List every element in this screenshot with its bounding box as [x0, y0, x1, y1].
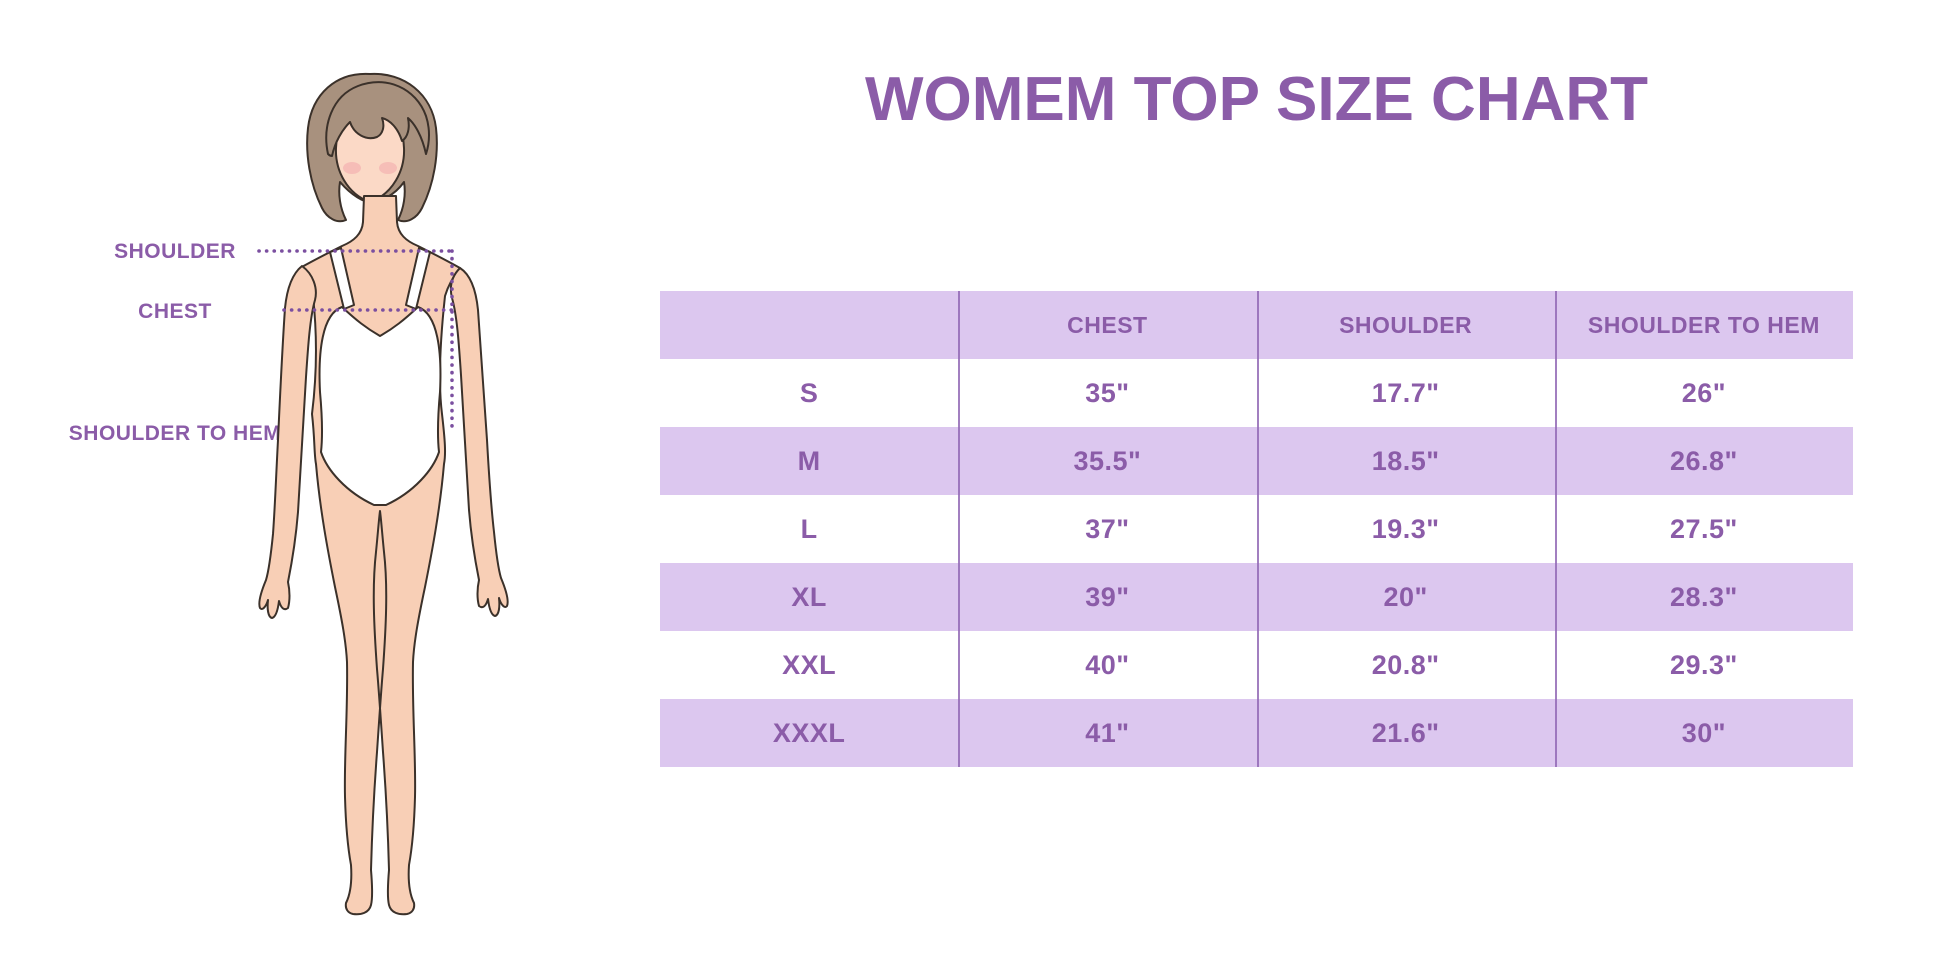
- hem-value: 27.5": [1669, 513, 1738, 544]
- shoulder-value: 17.7": [1371, 377, 1440, 408]
- label-chest: CHEST: [138, 300, 212, 323]
- chest-value: 37": [1085, 513, 1130, 544]
- size-label: M: [797, 445, 821, 476]
- size-label: XL: [791, 581, 827, 612]
- table-row-l: L 37" 19.3" 27.5": [660, 495, 1853, 563]
- camisole-strap-left: [329, 247, 355, 310]
- column-divider: [958, 291, 961, 767]
- table-row-xxl: XXL 40" 20.8" 29.3": [660, 631, 1853, 699]
- size-label: XXXL: [772, 717, 846, 748]
- table-row-s: S 35" 17.7" 26": [660, 359, 1853, 427]
- hem-value: 26": [1681, 377, 1727, 408]
- hem-value: 29.3": [1669, 649, 1738, 680]
- shoulder-value: 18.5": [1371, 445, 1440, 476]
- column-divider: [1554, 291, 1557, 767]
- chest-value: 35.5": [1073, 445, 1142, 476]
- size-label: XXL: [782, 649, 837, 680]
- shoulder-value: 20": [1383, 581, 1428, 612]
- label-shoulder-to-hem: SHOULDER TO HEM: [68, 422, 282, 445]
- woman-figure-illustration: [257, 72, 509, 916]
- hem-value: 26.8": [1669, 445, 1738, 476]
- measurement-lines: [257, 249, 455, 435]
- body-skin: [299, 195, 461, 916]
- shoulder-value: 20.8": [1371, 649, 1440, 680]
- camisole-strap-right: [405, 247, 431, 310]
- size-label: S: [799, 377, 819, 408]
- size-label: L: [800, 513, 818, 544]
- right-arm: [449, 267, 509, 617]
- header-chest: CHEST: [1067, 311, 1148, 338]
- chest-value: 39": [1085, 581, 1130, 612]
- hair-fringe: [325, 81, 430, 157]
- label-shoulder: SHOULDER: [114, 240, 236, 263]
- shoulder-value: 21.6": [1371, 717, 1440, 748]
- left-arm: [258, 265, 317, 619]
- chest-value: 41": [1085, 717, 1130, 748]
- shoulder-value: 19.3": [1371, 513, 1440, 544]
- hem-value: 28.3": [1669, 581, 1738, 612]
- page-title: WOMEM TOP SIZE CHART: [864, 65, 1649, 134]
- chest-value: 40": [1085, 649, 1130, 680]
- chest-value: 35": [1085, 377, 1130, 408]
- blush: [343, 162, 397, 174]
- hem-value: 30": [1681, 717, 1727, 748]
- size-chart-table: CHEST SHOULDER SHOULDER TO HEM S 35" 17.…: [660, 291, 1853, 767]
- camisole-bodysuit: [318, 306, 442, 506]
- header-shoulder: SHOULDER: [1339, 311, 1473, 338]
- column-divider: [1256, 291, 1259, 767]
- header-shoulder-to-hem: SHOULDER TO HEM: [1587, 311, 1820, 338]
